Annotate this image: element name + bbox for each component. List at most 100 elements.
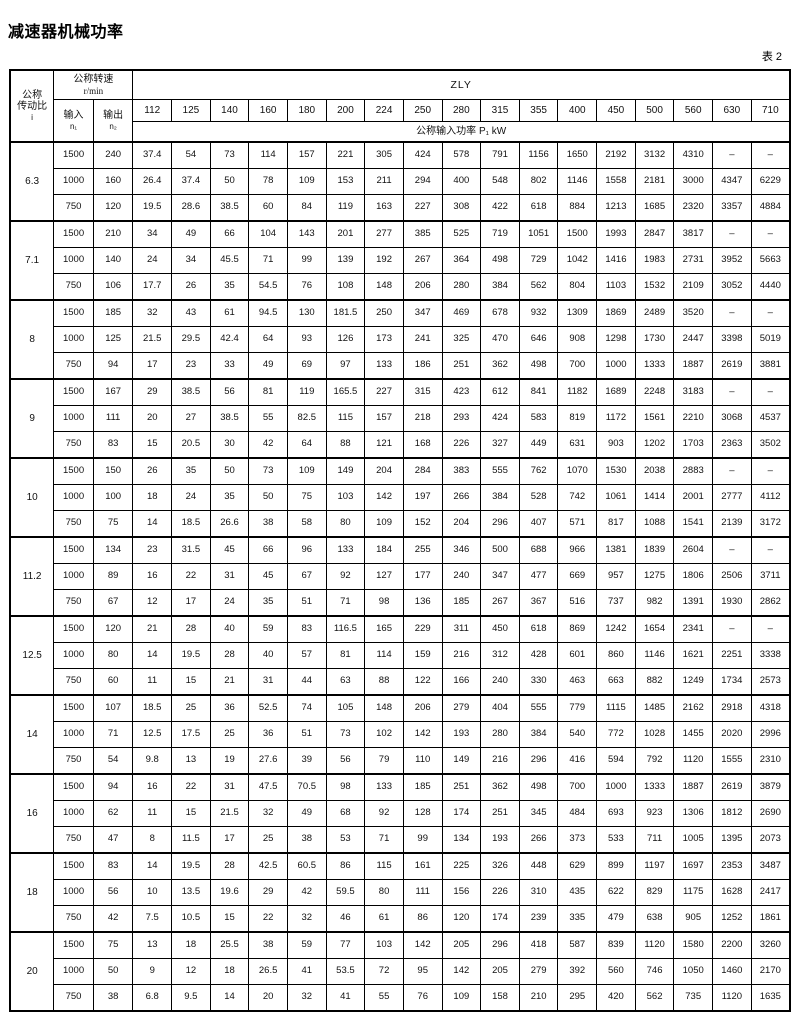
- power-value-cell: 15: [132, 431, 173, 459]
- power-value-cell: 103: [364, 931, 404, 959]
- power-value-cell: 45: [209, 536, 250, 564]
- power-value-cell: 601: [557, 642, 598, 669]
- input-speed-cell: 1000: [53, 247, 94, 274]
- power-value-cell: 84: [286, 194, 327, 222]
- power-value-cell: 96: [286, 536, 327, 564]
- power-value-cell: 2363: [712, 431, 752, 459]
- power-value-cell: 7.5: [132, 905, 173, 933]
- power-value-cell: 1005: [673, 826, 714, 854]
- power-value-cell: 94.5: [248, 299, 288, 327]
- power-value-cell: 18: [209, 958, 250, 985]
- power-value-cell: –: [712, 220, 752, 248]
- power-value-cell: 186: [402, 352, 443, 380]
- power-value-cell: 3000: [673, 168, 714, 195]
- power-value-cell: 98: [364, 589, 404, 617]
- power-value-cell: 882: [634, 668, 675, 696]
- input-speed-cell: 750: [53, 273, 94, 301]
- power-value-cell: 58: [286, 510, 327, 538]
- power-value-cell: 221: [325, 141, 366, 169]
- power-value-cell: 29: [132, 378, 173, 406]
- power-value-cell: 17: [209, 826, 250, 854]
- power-value-cell: 1993: [596, 220, 636, 248]
- power-value-cell: 1298: [596, 326, 636, 353]
- ratio-cell: 16: [9, 773, 55, 854]
- power-value-cell: 114: [364, 642, 404, 669]
- table-header: 公称 传动比 i 公称转速 r/min ZLY 输入 n₁: [9, 69, 791, 143]
- power-value-cell: 3398: [712, 326, 752, 353]
- power-value-cell: 109: [286, 168, 327, 195]
- header-size-250: 250: [402, 99, 443, 122]
- power-value-cell: 1930: [712, 589, 752, 617]
- power-value-cell: 32: [248, 800, 288, 827]
- power-value-cell: 4318: [750, 694, 791, 722]
- header-power-unit: 公称输入功率 P₁ kW: [132, 121, 791, 143]
- power-value-cell: 295: [557, 984, 598, 1012]
- power-value-cell: 226: [480, 879, 520, 906]
- power-value-cell: 435: [557, 879, 598, 906]
- power-value-cell: 126: [325, 326, 366, 353]
- power-value-cell: 185: [441, 589, 482, 617]
- power-value-cell: 484: [557, 800, 598, 827]
- header-size-500: 500: [634, 99, 675, 122]
- power-value-cell: 158: [480, 984, 520, 1012]
- output-speed-cell: 83: [92, 852, 134, 880]
- power-value-cell: 1460: [712, 958, 752, 985]
- power-value-cell: 804: [557, 273, 598, 301]
- output-speed-cell: 106: [92, 273, 134, 301]
- power-value-cell: 1561: [634, 405, 675, 432]
- power-value-cell: 72: [364, 958, 404, 985]
- power-value-cell: 330: [518, 668, 559, 696]
- power-value-cell: 42.5: [248, 852, 288, 880]
- output-speed-cell: 67: [92, 589, 134, 617]
- output-speed-cell: 185: [92, 299, 134, 327]
- power-value-cell: 746: [634, 958, 675, 985]
- power-value-cell: 13: [171, 747, 211, 775]
- output-speed-cell: 60: [92, 668, 134, 696]
- power-value-cell: 284: [402, 457, 443, 485]
- header-size-280: 280: [441, 99, 482, 122]
- power-value-cell: 104: [248, 220, 288, 248]
- power-value-cell: 11: [132, 668, 173, 696]
- power-value-cell: 82.5: [286, 405, 327, 432]
- power-value-cell: 204: [441, 510, 482, 538]
- power-value-cell: 2619: [712, 773, 752, 801]
- power-value-cell: 69: [286, 352, 327, 380]
- power-value-cell: 516: [557, 589, 598, 617]
- power-value-cell: –: [712, 141, 752, 169]
- power-value-cell: 42: [286, 879, 327, 906]
- power-value-cell: 31: [209, 773, 250, 801]
- power-value-cell: 450: [480, 615, 520, 643]
- table-row: 20 1500 75 13 18 25.5 38 59 77 103 142 205 296 418 587…: [9, 931, 791, 1012]
- power-value-cell: 791: [480, 141, 520, 169]
- power-value-cell: –: [712, 299, 752, 327]
- output-speed-cell: 134: [92, 536, 134, 564]
- header-size-560: 560: [673, 99, 714, 122]
- power-value-cell: 130: [286, 299, 327, 327]
- power-value-cell: 64: [248, 326, 288, 353]
- power-value-cell: 165.5: [325, 378, 366, 406]
- ratio-cell: 8: [9, 299, 55, 380]
- power-value-cell: 646: [518, 326, 559, 353]
- power-value-cell: 711: [634, 826, 675, 854]
- power-value-cell: 3357: [712, 194, 752, 222]
- power-value-cell: 423: [441, 378, 482, 406]
- power-value-cell: 21.5: [132, 326, 173, 353]
- power-value-cell: 240: [441, 563, 482, 590]
- power-value-cell: 22: [171, 563, 211, 590]
- power-value-cell: 2073: [750, 826, 791, 854]
- power-value-cell: 14: [132, 642, 173, 669]
- header-speed-unit: r/min: [83, 85, 104, 96]
- power-value-cell: 1050: [673, 958, 714, 985]
- power-value-cell: 17.5: [171, 721, 211, 748]
- power-value-cell: 2001: [673, 484, 714, 511]
- input-speed-cell: 1500: [53, 141, 94, 169]
- power-value-cell: 27: [171, 405, 211, 432]
- power-value-cell: 2489: [634, 299, 675, 327]
- power-value-cell: 772: [596, 721, 636, 748]
- power-value-cell: 34: [171, 247, 211, 274]
- input-speed-cell: 1000: [53, 405, 94, 432]
- ratio-cell: 9: [9, 378, 55, 459]
- header-size-630: 630: [712, 99, 752, 122]
- power-value-cell: 161: [402, 852, 443, 880]
- power-value-cell: –: [712, 457, 752, 485]
